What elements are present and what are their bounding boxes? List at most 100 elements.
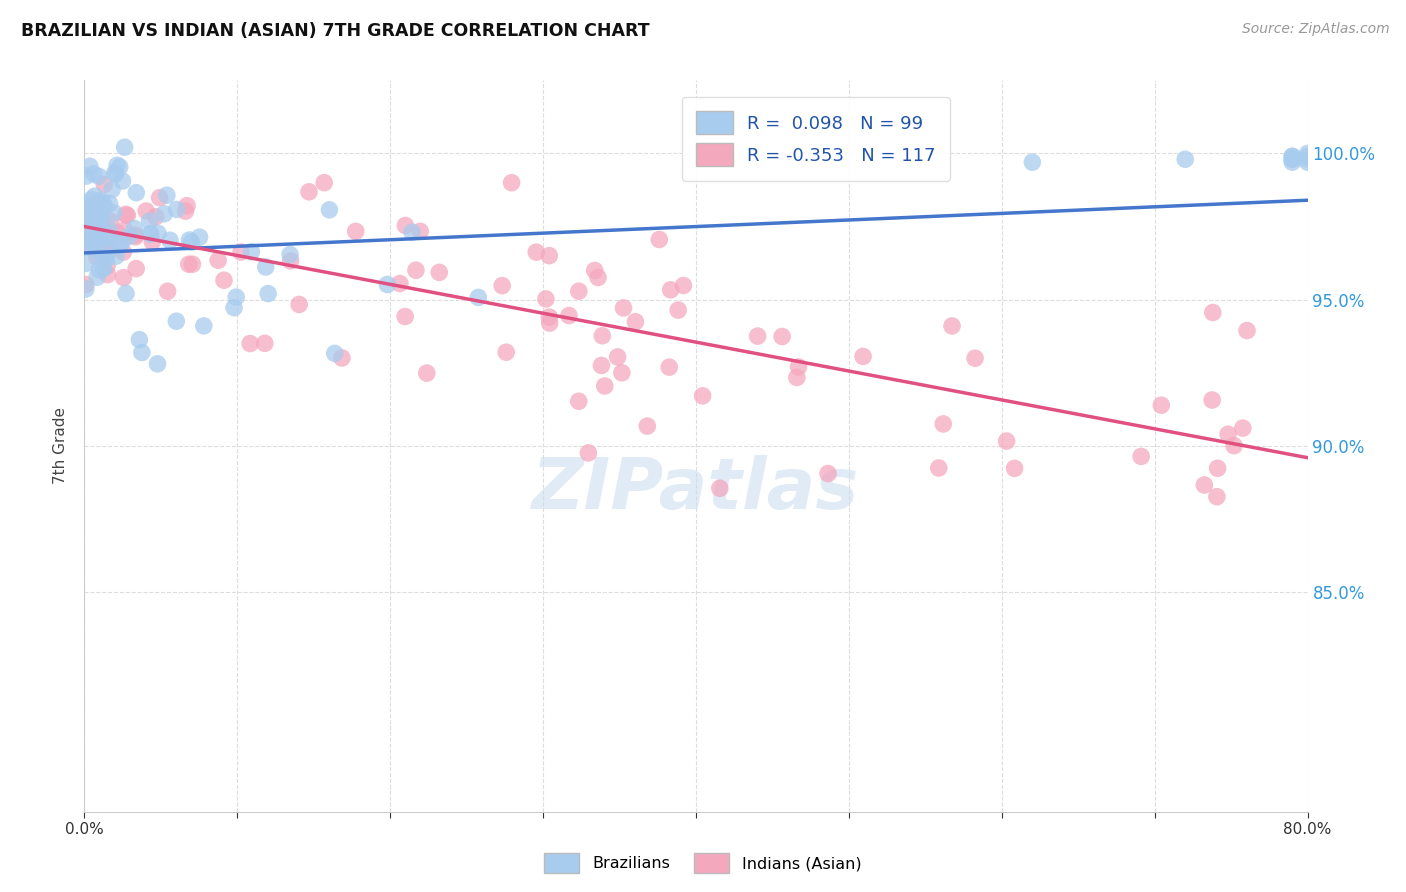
Point <box>108 239 131 253</box>
Point <box>156 285 179 299</box>
Point <box>1004 461 1026 475</box>
Point <box>659 283 682 297</box>
Legend: Brazilians, Indians (Asian): Brazilians, Indians (Asian) <box>538 847 868 880</box>
Point <box>166 202 188 217</box>
Point <box>93 200 115 214</box>
Point <box>76 233 98 247</box>
Point <box>612 301 634 315</box>
Point <box>344 224 367 238</box>
Point <box>156 188 179 202</box>
Point <box>82 236 104 251</box>
Point <box>786 370 808 384</box>
Point <box>568 284 591 298</box>
Point <box>80 227 103 242</box>
Text: ZIPatlas: ZIPatlas <box>533 456 859 524</box>
Point <box>314 176 336 190</box>
Point <box>91 217 114 231</box>
Point <box>222 301 245 315</box>
Point <box>495 345 517 359</box>
Point <box>82 200 104 214</box>
Point <box>583 263 606 277</box>
Point <box>105 158 128 172</box>
Point <box>401 225 423 239</box>
Point <box>75 282 97 296</box>
Point <box>146 227 169 241</box>
Point <box>1150 398 1173 412</box>
Point <box>139 227 162 241</box>
Point <box>188 230 211 244</box>
Point <box>114 223 136 237</box>
Point <box>118 229 141 244</box>
Point <box>405 263 427 277</box>
Point <box>86 244 108 258</box>
Point <box>817 467 839 481</box>
Point <box>174 204 197 219</box>
Point <box>114 207 136 221</box>
Point <box>124 221 146 235</box>
Point <box>153 207 176 221</box>
Point <box>375 277 398 292</box>
Point <box>692 389 714 403</box>
Point <box>1223 439 1246 453</box>
Point <box>139 227 162 241</box>
Point <box>747 329 769 343</box>
Point <box>538 249 561 263</box>
Point <box>1281 153 1303 167</box>
Point <box>77 211 100 225</box>
Point <box>624 315 647 329</box>
Point <box>1216 427 1239 442</box>
Point <box>100 214 122 228</box>
Point <box>87 194 110 208</box>
Point <box>97 231 120 245</box>
Point <box>1130 450 1153 464</box>
Point <box>108 234 131 248</box>
Point <box>75 197 97 211</box>
Point <box>125 186 148 200</box>
Point <box>658 360 681 375</box>
Point <box>141 235 163 249</box>
Point <box>76 237 98 252</box>
Point <box>1296 149 1319 163</box>
Point <box>932 417 955 431</box>
Point <box>79 159 101 173</box>
Point <box>97 268 120 282</box>
Point <box>278 247 301 261</box>
Point <box>770 329 793 343</box>
Point <box>240 244 263 259</box>
Point <box>159 233 181 247</box>
Point <box>225 290 247 304</box>
Point <box>138 214 160 228</box>
Point <box>534 292 557 306</box>
Point <box>97 244 120 258</box>
Point <box>648 232 671 246</box>
Point <box>1202 305 1225 319</box>
Point <box>280 253 302 268</box>
Point <box>79 200 101 214</box>
Point <box>1296 146 1319 161</box>
Point <box>177 257 200 271</box>
Point <box>239 336 262 351</box>
Point <box>105 226 128 240</box>
Point <box>83 167 105 181</box>
Point <box>83 189 105 203</box>
Point <box>90 250 112 264</box>
Point <box>89 229 111 244</box>
Point <box>128 333 150 347</box>
Point <box>87 263 110 277</box>
Point <box>91 210 114 224</box>
Point <box>1281 155 1303 169</box>
Point <box>98 196 121 211</box>
Point <box>86 206 108 220</box>
Legend: R =  0.098   N = 99, R = -0.353   N = 117: R = 0.098 N = 99, R = -0.353 N = 117 <box>682 96 950 181</box>
Point <box>77 240 100 254</box>
Point <box>1236 324 1258 338</box>
Point <box>90 202 112 217</box>
Point <box>111 174 134 188</box>
Point <box>672 278 695 293</box>
Point <box>181 257 204 271</box>
Point <box>93 260 115 275</box>
Point <box>107 235 129 249</box>
Point <box>1296 153 1319 167</box>
Point <box>330 351 353 365</box>
Point <box>1281 149 1303 163</box>
